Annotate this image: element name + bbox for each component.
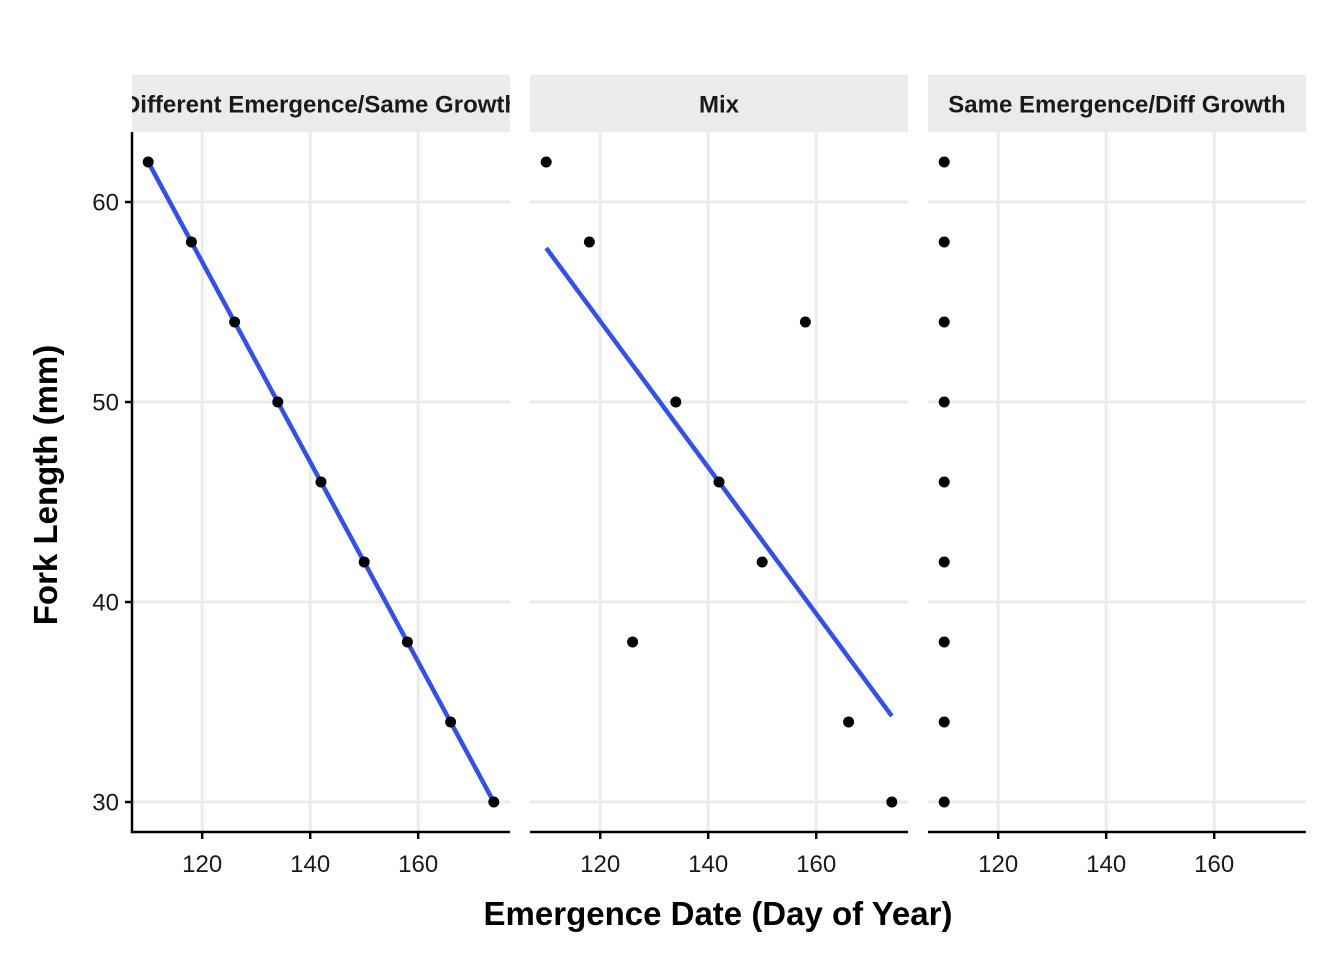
data-point: [938, 636, 950, 648]
data-point: [670, 396, 682, 408]
x-tick-label: 160: [398, 851, 438, 878]
data-point: [401, 636, 413, 648]
facet-strip-label: Mix: [699, 92, 740, 119]
x-tick-label: 120: [182, 851, 222, 878]
data-point: [583, 236, 595, 248]
facet-strip-label: Different Emergence/Same Growth: [123, 92, 519, 119]
data-point: [315, 476, 327, 488]
panel-3: Same Emergence/Diff Growth: [928, 75, 1306, 832]
x-tick-label: 120: [978, 851, 1018, 878]
data-point: [142, 156, 154, 168]
data-point: [185, 236, 197, 248]
x-tick-label: 120: [580, 851, 620, 878]
data-point: [886, 796, 898, 808]
x-tick-label: 140: [1086, 851, 1126, 878]
y-tick-label: 50: [92, 390, 119, 417]
data-point: [272, 396, 284, 408]
y-axis-title: Fork Length (mm): [27, 345, 64, 625]
y-tick-label: 40: [92, 590, 119, 617]
data-point: [938, 796, 950, 808]
y-tick-label: 30: [92, 790, 119, 817]
x-axis-title: Emergence Date (Day of Year): [484, 895, 953, 932]
facet-strip: [928, 75, 1306, 132]
data-point: [713, 476, 725, 488]
data-point: [938, 316, 950, 328]
data-point: [938, 556, 950, 568]
facet-strip: [132, 75, 510, 132]
facet-strip-label: Same Emergence/Diff Growth: [948, 92, 1285, 119]
data-point: [938, 156, 950, 168]
data-point: [229, 316, 241, 328]
data-point: [627, 636, 639, 648]
x-tick-label: 160: [796, 851, 836, 878]
data-point: [540, 156, 552, 168]
data-point: [358, 556, 370, 568]
data-point: [938, 396, 950, 408]
facet-strip: [530, 75, 908, 132]
data-point: [756, 556, 768, 568]
x-tick-label: 140: [688, 851, 728, 878]
y-tick-label: 60: [92, 190, 119, 217]
data-point: [938, 476, 950, 488]
data-point: [799, 316, 811, 328]
x-tick-label: 160: [1194, 851, 1234, 878]
x-tick-label: 140: [290, 851, 330, 878]
data-point: [843, 716, 855, 728]
data-point: [938, 236, 950, 248]
data-point: [938, 716, 950, 728]
data-point: [488, 796, 500, 808]
panel-2: Mix: [530, 75, 908, 832]
data-point: [445, 716, 457, 728]
panel-1: Different Emergence/Same Growth: [123, 75, 519, 832]
